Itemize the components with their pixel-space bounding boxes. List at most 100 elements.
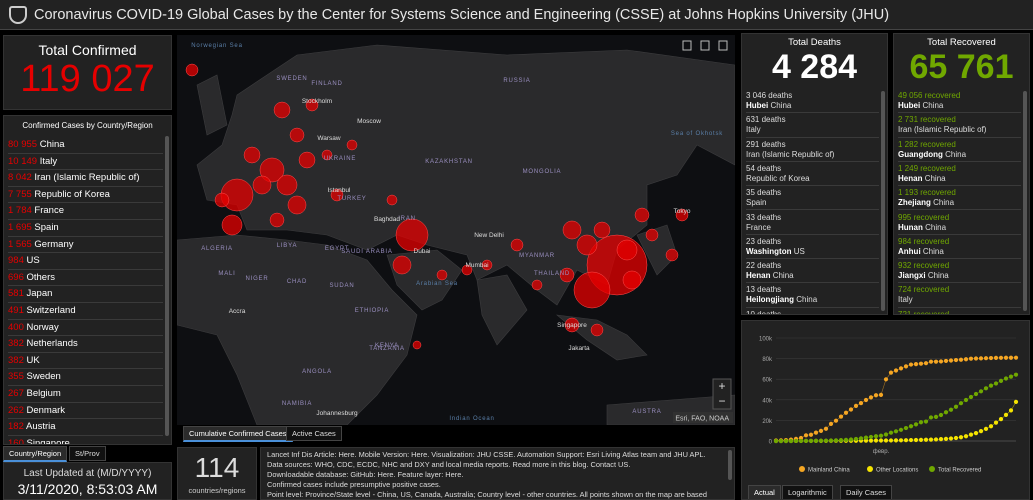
country-count: 984 [8,255,24,267]
map-label: MYANMAR [519,253,555,259]
stat-row[interactable]: 23 deaths Washington US [746,235,879,260]
point [978,429,984,434]
point [923,419,929,424]
country-row[interactable]: 7 755 Republic of Korea [8,187,163,204]
stat-row[interactable]: 54 deaths Republic of Korea [746,162,879,187]
recovered-panel: Total Recovered 65 761 49 056 recovered H… [893,33,1030,315]
stat-row[interactable]: 49 056 recovered Hubei China [898,89,1021,114]
country-row[interactable]: 80 955 China [8,137,163,154]
map[interactable]: Norwegian Sea SWEDEN FINLAND Stockholm RUSSI… [177,35,735,425]
stat-row[interactable]: 291 deaths Iran (Islamic Republic of) [746,138,879,162]
country-row[interactable]: 10 149 Italy [8,154,163,171]
country-row[interactable]: 8 042 Iran (Islamic Republic of) [8,170,163,187]
stat-row[interactable]: 35 deaths Spain [746,186,879,211]
country-row[interactable]: 1 695 Spain [8,220,163,237]
point [868,434,874,440]
point [913,422,919,427]
tab[interactable]: Cumulative Confirmed Cases [183,426,293,442]
stat-count: 995 recovered [898,212,950,222]
country-row[interactable]: 262 Denmark [8,403,163,420]
point [928,415,934,420]
stat-country: China [772,271,794,281]
stat-row[interactable]: 13 deaths Heilongjiang China [746,283,879,308]
country-count: 80 955 [8,139,38,150]
scrollbar [881,91,885,311]
tab[interactable]: Actual [748,485,781,499]
country-row[interactable]: 1 565 Germany [8,237,163,254]
info-line: Lancet Inf Dis Article: Here. Mobile Ver… [267,450,706,459]
stat-row[interactable]: 2 731 recovered Iran (Islamic Republic of… [898,113,1021,138]
country-row[interactable]: 160 Singapore [8,436,163,444]
confirmed-label: Total Confirmed [38,42,137,58]
stat-count: 631 deaths [746,115,786,125]
point [813,430,819,435]
country-row[interactable]: 382 Netherlands [8,336,163,353]
stat-country: Iran (Islamic Republic of) [746,149,835,159]
stat-count: 721 recovered [898,309,950,315]
country-row[interactable]: 696 Others [8,270,163,287]
point [898,427,904,432]
country-row[interactable]: 491 Switzerland [8,303,163,320]
map-label: FINLAND [311,81,342,87]
point [848,407,854,412]
stat-row[interactable]: 631 deaths Italy [746,113,879,138]
bubble [564,317,580,333]
stat-row[interactable]: 984 recovered Anhui China [898,235,1021,260]
country-row[interactable]: 182 Austria [8,419,163,436]
stat-count: 3 046 deaths [746,91,793,100]
map-label: Moscow [357,118,381,125]
bubble [412,340,422,350]
stat-row[interactable]: 724 recovered Italy [898,283,1021,308]
confirmed-value: 119 027 [20,58,155,100]
country-row[interactable]: 400 Norway [8,320,163,337]
stat-place: Spain [746,198,879,208]
point [948,358,954,363]
point [918,437,924,442]
country-row[interactable]: 382 UK [8,353,163,370]
point [843,410,849,415]
point [843,437,849,442]
stat-row[interactable]: 3 046 deaths Hubei China [746,89,879,114]
country-row[interactable]: 355 Sweden [8,369,163,386]
stat-row[interactable]: 33 deaths France [746,211,879,235]
point [1003,412,1009,417]
stat-row[interactable]: 995 recovered Hunan China [898,211,1021,235]
tab[interactable]: Country/Region [3,446,68,462]
map-label: Istanbul [328,187,351,194]
point [813,438,819,443]
map-label: Jakarta [568,345,590,352]
point [968,394,974,400]
tab[interactable]: St/Prov [69,446,106,461]
stat-row[interactable]: 932 recovered Jiangxi China [898,259,1021,284]
map-label: Arabian Sea [416,281,458,287]
point [898,438,904,443]
stat-count: 35 deaths [746,188,782,198]
stat-row[interactable]: 22 deaths Henan China [746,259,879,284]
x-tick-label: февр. [873,449,890,455]
country-row[interactable]: 1 784 France [8,203,163,220]
stat-row[interactable]: 1 282 recovered Guangdong China [898,138,1021,162]
stat-row[interactable]: 10 deaths [746,308,879,315]
map-label: Singapore [557,322,587,329]
country-row[interactable]: 581 Japan [8,286,163,303]
stat-count: 10 deaths [746,309,782,315]
stat-row[interactable]: 1 193 recovered Zhejiang China [898,186,1021,211]
country-row[interactable]: 984 US [8,253,163,270]
zoom[interactable]: + − [712,378,732,410]
bubble [559,267,575,283]
map-label: New Delhi [474,232,504,239]
country-row[interactable]: 267 Belgium [8,386,163,403]
point [888,438,894,443]
country-count: 491 [8,305,24,316]
stat-country: France [746,222,771,232]
country-name: Denmark [26,404,66,416]
stat-row[interactable]: 1 249 recovered Henan China [898,162,1021,187]
stat-count: 54 deaths [746,163,782,173]
point [958,357,964,362]
tab[interactable]: Daily Cases [840,485,893,499]
stat-row[interactable]: 721 recovered [898,308,1021,315]
stat-country: China [796,295,818,305]
bubble [330,188,344,202]
tab[interactable]: Active Cases [286,426,342,441]
tab[interactable]: Logarithmic [782,485,833,499]
